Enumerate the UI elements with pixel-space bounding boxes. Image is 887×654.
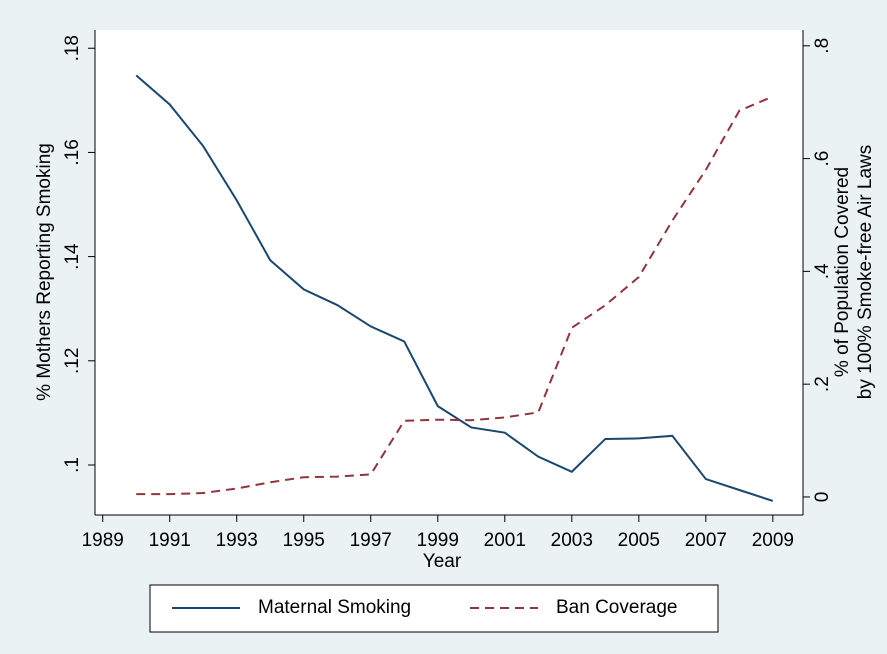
x-tick-label: 2003 (551, 530, 593, 551)
x-tick-label: 1999 (417, 530, 459, 551)
plot-area (95, 30, 803, 515)
line-series (135, 74, 774, 502)
y2-tick-label: .4 (812, 263, 833, 279)
y2-tick-label: .8 (812, 38, 833, 54)
x-tick-label: 2009 (752, 530, 794, 551)
x-tick-label: 1989 (82, 530, 124, 551)
x-tick-label: 2005 (618, 530, 660, 551)
y2-axis-title: by 100% Smoke-free Air Laws (855, 145, 876, 400)
x-tick-label: 1993 (216, 530, 258, 551)
y-tick-label: .16 (62, 139, 83, 165)
x-tick-label: 2001 (484, 530, 526, 551)
y-tick-label: .12 (62, 348, 83, 374)
x-tick-label: 1991 (149, 530, 191, 551)
line-series (136, 95, 774, 496)
x-tick-label: 1995 (283, 530, 325, 551)
y2-tick-label: .2 (812, 376, 833, 392)
y2-axis-title: % of Population Covered (832, 167, 853, 377)
y-tick-label: .18 (62, 35, 83, 61)
legend-label: Maternal Smoking (258, 597, 411, 618)
legend-box (149, 584, 719, 633)
x-tick-label: 1997 (350, 530, 392, 551)
y-axis-title: % Mothers Reporting Smoking (34, 143, 55, 401)
y2-tick-label: .6 (812, 151, 833, 167)
x-tick-label: 2007 (685, 530, 727, 551)
legend-label: Ban Coverage (556, 597, 677, 618)
y-tick-label: .14 (62, 243, 83, 270)
x-axis-title: Year (423, 551, 462, 572)
y2-tick-label: 0 (812, 492, 833, 503)
y-tick-label: .1 (62, 457, 83, 473)
